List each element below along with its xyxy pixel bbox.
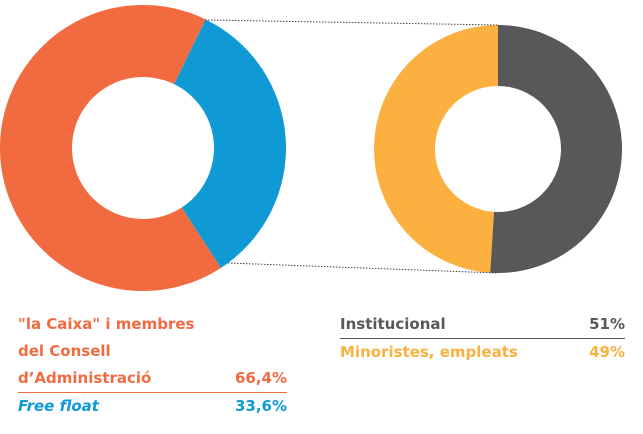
legend-row: Minoristes, empleats 49%: [340, 339, 625, 366]
legend: Institucional 51% Minoristes, empleats 49%: [340, 311, 625, 366]
value-label: 51%: [589, 315, 625, 333]
connector: [227, 262, 499, 274]
legend-label: Institucional: [340, 315, 446, 333]
slice: [0, 5, 221, 291]
value-label: 66,4%: [234, 369, 287, 387]
legend-label: "la Caixa" i membres del Consell d’Admin…: [18, 315, 195, 387]
slice: [490, 25, 623, 273]
legend: "la Caixa" i membres del Consell d’Admin…: [18, 311, 287, 420]
slice: [374, 25, 498, 273]
value-label: 49%: [589, 343, 625, 361]
legend-row: Free float 33,6%: [18, 393, 287, 420]
legend-row: Institucional 51%: [340, 311, 625, 339]
legend-row: "la Caixa" i membres del Consell d’Admin…: [18, 311, 287, 393]
legend-label: Minoristes, empleats: [340, 343, 518, 361]
slice: [174, 19, 286, 268]
legend-label: Free float: [18, 397, 99, 415]
connector: [204, 19, 499, 26]
value-label: 33,6%: [234, 397, 287, 415]
